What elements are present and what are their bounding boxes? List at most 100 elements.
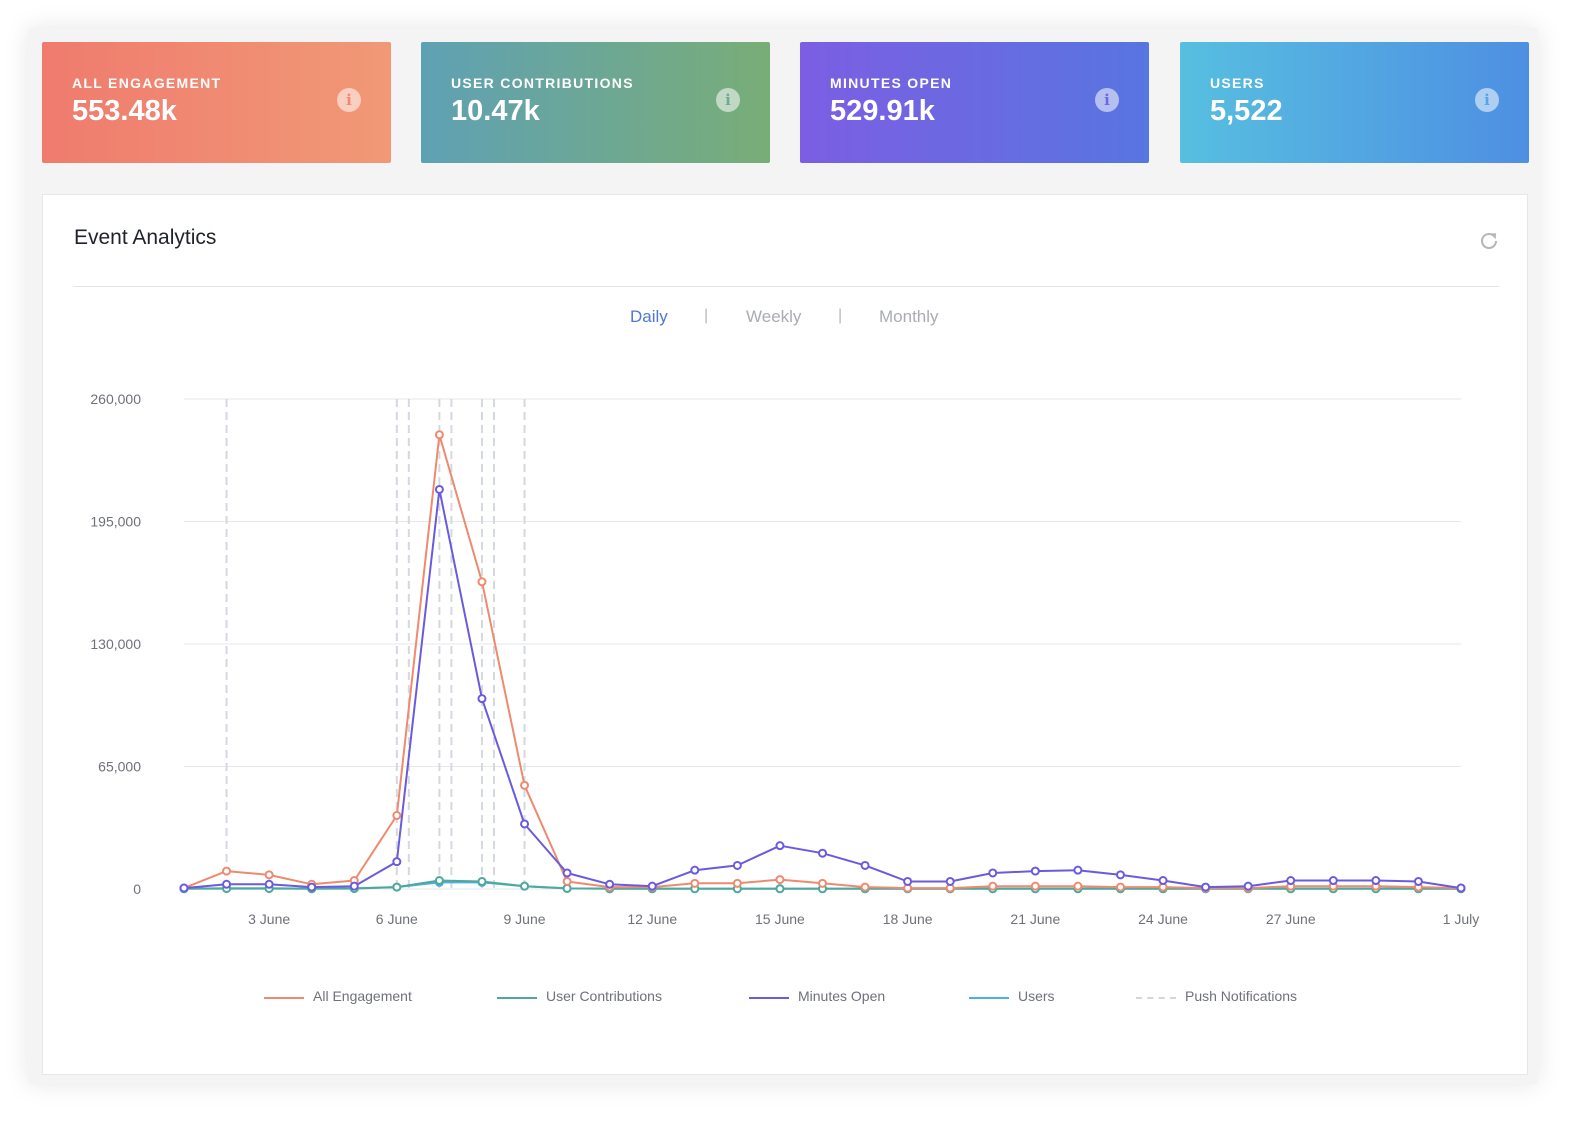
x-tick-label: 12 June: [627, 911, 677, 927]
panel-divider: [73, 286, 1499, 287]
data-point-all_engagement[interactable]: [988, 881, 998, 891]
data-point-minutes_open[interactable]: [732, 860, 742, 870]
stat-value: 529.91k: [830, 95, 935, 127]
stat-value: 5,522: [1210, 95, 1283, 127]
data-point-minutes_open[interactable]: [392, 857, 402, 867]
data-point-user_contributions[interactable]: [434, 876, 444, 886]
data-point-all_engagement[interactable]: [775, 875, 785, 885]
refresh-icon[interactable]: [1477, 229, 1501, 253]
x-tick-label: 6 June: [376, 911, 418, 927]
data-point-minutes_open[interactable]: [562, 868, 572, 878]
tab-separator: |: [838, 307, 843, 324]
stat-label: MINUTES OPEN: [830, 75, 953, 91]
info-icon[interactable]: i: [1095, 88, 1119, 112]
data-point-minutes_open[interactable]: [1243, 881, 1253, 891]
data-point-all_engagement[interactable]: [1115, 882, 1125, 892]
data-point-minutes_open[interactable]: [605, 879, 615, 889]
data-point-all_engagement[interactable]: [732, 878, 742, 888]
stat-label: USER CONTRIBUTIONS: [451, 75, 634, 91]
stat-value: 553.48k: [72, 95, 177, 127]
y-tick-label: 0: [133, 881, 141, 897]
data-point-all_engagement[interactable]: [392, 811, 402, 820]
data-point-minutes_open[interactable]: [1201, 882, 1211, 892]
data-point-all_engagement[interactable]: [860, 882, 870, 892]
data-point-minutes_open[interactable]: [860, 860, 870, 870]
x-tick-label: 3 June: [248, 911, 290, 927]
data-point-minutes_open[interactable]: [179, 883, 189, 893]
data-point-all_engagement[interactable]: [520, 780, 530, 790]
x-tick-label: 9 June: [504, 911, 546, 927]
data-point-minutes_open[interactable]: [1371, 876, 1381, 886]
data-point-minutes_open[interactable]: [1115, 870, 1125, 880]
data-point-minutes_open[interactable]: [264, 879, 274, 889]
data-point-minutes_open[interactable]: [647, 881, 657, 891]
tab-separator: |: [704, 307, 709, 324]
all-engagement-card: ALL ENGAGEMENT 553.48k i: [42, 42, 391, 163]
legend-swatch: [497, 997, 537, 999]
event-analytics-panel: Event Analytics Daily | Weekly | Monthly…: [42, 194, 1528, 1075]
x-tick-label: 1 July: [1443, 911, 1480, 927]
data-point-minutes_open[interactable]: [349, 881, 359, 891]
x-tick-label: 24 June: [1138, 911, 1188, 927]
data-point-all_engagement[interactable]: [818, 878, 827, 888]
data-point-user_contributions[interactable]: [562, 883, 572, 893]
legend-swatch: [264, 997, 304, 999]
data-point-user_contributions[interactable]: [392, 882, 402, 892]
y-tick-label: 195,000: [90, 514, 141, 530]
legend-label: User Contributions: [546, 988, 662, 1004]
data-point-user_contributions[interactable]: [477, 876, 487, 886]
tab-monthly[interactable]: Monthly: [879, 307, 939, 326]
legend-swatch: [749, 997, 789, 999]
stat-label: USERS: [1210, 75, 1265, 91]
data-point-minutes_open[interactable]: [1413, 876, 1423, 886]
data-point-all_engagement[interactable]: [477, 577, 487, 587]
data-point-all_engagement[interactable]: [1073, 881, 1083, 891]
data-point-all_engagement[interactable]: [222, 866, 232, 876]
legend-label: All Engagement: [313, 988, 412, 1004]
y-tick-label: 130,000: [90, 636, 141, 652]
info-icon[interactable]: i: [337, 88, 361, 112]
data-point-all_engagement[interactable]: [562, 876, 572, 886]
legend-label: Push Notifications: [1185, 988, 1298, 1004]
user-contributions-card: USER CONTRIBUTIONS 10.47k i: [421, 42, 770, 163]
data-point-all_engagement[interactable]: [434, 430, 444, 440]
data-point-minutes_open[interactable]: [818, 848, 827, 858]
data-point-minutes_open[interactable]: [307, 882, 317, 892]
tab-weekly[interactable]: Weekly: [746, 307, 802, 326]
data-point-minutes_open[interactable]: [988, 868, 998, 878]
data-point-all_engagement[interactable]: [690, 878, 700, 888]
y-tick-label: 65,000: [98, 759, 141, 775]
data-point-minutes_open[interactable]: [222, 879, 232, 889]
data-point-minutes_open[interactable]: [1456, 883, 1466, 893]
tab-daily[interactable]: Daily: [630, 307, 668, 326]
data-point-minutes_open[interactable]: [1073, 865, 1083, 875]
legend-swatch: [1136, 997, 1176, 999]
data-point-minutes_open[interactable]: [1328, 876, 1338, 886]
x-tick-label: 15 June: [755, 911, 805, 927]
data-point-minutes_open[interactable]: [945, 876, 955, 886]
data-point-user_contributions[interactable]: [520, 881, 530, 891]
panel-title: Event Analytics: [74, 226, 217, 249]
data-point-minutes_open[interactable]: [690, 865, 700, 875]
data-point-all_engagement[interactable]: [1030, 881, 1040, 891]
data-point-minutes_open[interactable]: [1158, 876, 1168, 886]
period-tabs: Daily | Weekly | Monthly: [43, 307, 1527, 331]
data-point-minutes_open[interactable]: [434, 484, 444, 494]
x-tick-label: 18 June: [883, 911, 933, 927]
data-point-minutes_open[interactable]: [775, 841, 785, 851]
info-icon[interactable]: i: [1475, 88, 1499, 112]
data-point-minutes_open[interactable]: [903, 876, 913, 886]
data-point-minutes_open[interactable]: [520, 819, 530, 829]
legend-label: Minutes Open: [798, 988, 886, 1004]
data-point-minutes_open[interactable]: [1286, 876, 1296, 886]
legend-swatch: [969, 997, 1009, 999]
x-tick-label: 27 June: [1266, 911, 1316, 927]
data-point-all_engagement[interactable]: [264, 870, 274, 880]
stat-value: 10.47k: [451, 95, 540, 127]
data-point-minutes_open[interactable]: [1030, 866, 1040, 876]
data-point-user_contributions[interactable]: [775, 884, 785, 894]
data-point-minutes_open[interactable]: [477, 694, 487, 704]
minutes-open-card: MINUTES OPEN 529.91k i: [800, 42, 1149, 163]
x-tick-label: 21 June: [1010, 911, 1060, 927]
info-icon[interactable]: i: [716, 88, 740, 112]
